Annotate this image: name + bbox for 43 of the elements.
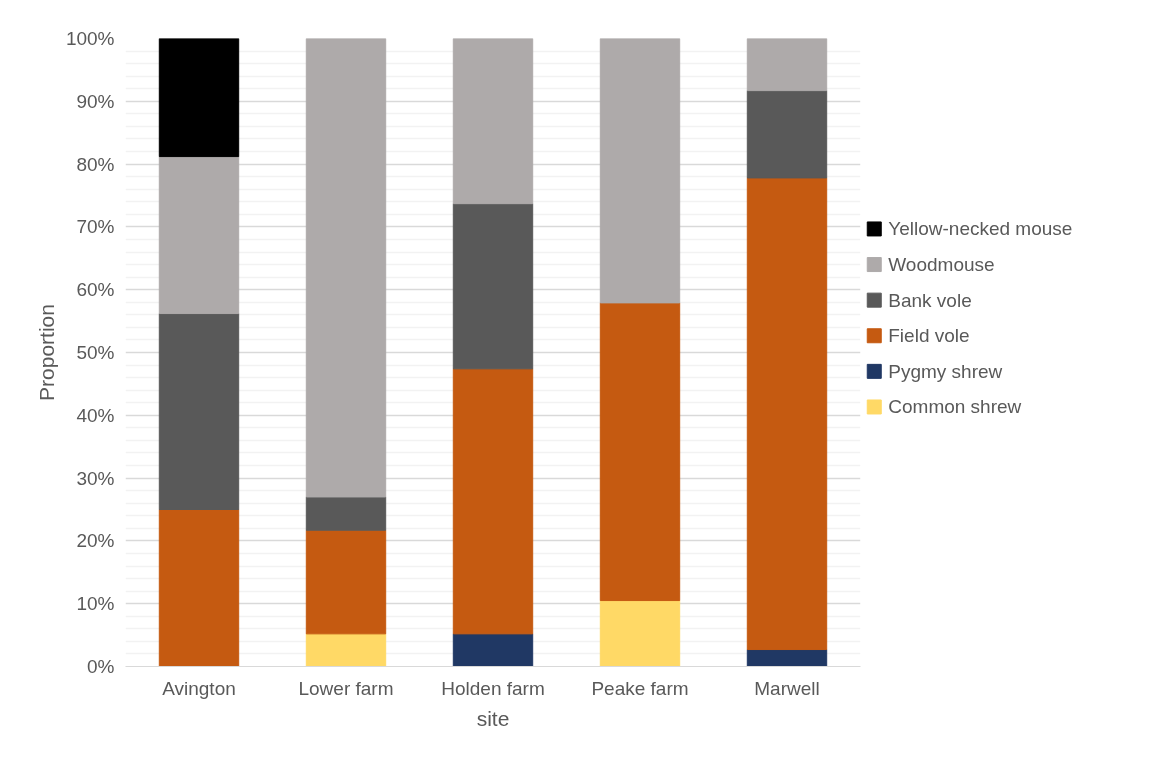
y-tick-label: 50% xyxy=(76,342,115,363)
x-tick-label: Avington xyxy=(162,677,236,699)
bar xyxy=(158,313,240,510)
bar xyxy=(305,496,387,531)
y-tick-label: 100% xyxy=(65,28,115,49)
bar xyxy=(158,38,240,158)
legend-label: Common shrew xyxy=(888,396,1022,418)
y-tick-label: 0% xyxy=(87,656,115,677)
legend-label: Field vole xyxy=(888,325,970,347)
bar xyxy=(452,368,534,635)
bar xyxy=(746,649,828,667)
bar xyxy=(452,633,534,667)
bar xyxy=(305,529,387,635)
bar xyxy=(746,177,828,651)
legend-label: Yellow-necked mouse xyxy=(888,218,1073,240)
bar xyxy=(746,38,828,92)
y-tick-label: 40% xyxy=(76,404,115,426)
bar xyxy=(305,38,387,498)
y-tick-label: 90% xyxy=(76,90,115,112)
bar xyxy=(158,509,240,667)
y-tick-label: 60% xyxy=(76,279,115,301)
legend-label: Pygmy shrew xyxy=(888,360,1003,382)
legend-label: Bank vole xyxy=(888,289,972,311)
x-tick-label: Lower farm xyxy=(298,677,394,699)
bar xyxy=(746,90,828,179)
y-tick-label: 70% xyxy=(76,216,115,238)
bar xyxy=(452,203,534,370)
y-axis-title: Proportion xyxy=(34,304,58,401)
x-tick-label: Holden farm xyxy=(441,677,545,699)
bar xyxy=(452,38,534,205)
x-tick-label: Marwell xyxy=(754,677,820,699)
bar xyxy=(599,600,681,667)
x-axis-title: site xyxy=(476,706,510,730)
y-tick-label: 80% xyxy=(76,153,115,175)
bar xyxy=(599,38,681,304)
bar xyxy=(158,156,240,315)
y-tick-label: 20% xyxy=(76,530,115,552)
legend-label: Woodmouse xyxy=(888,254,995,276)
x-tick-label: Peake farm xyxy=(591,677,689,699)
bar xyxy=(305,633,387,667)
y-tick-label: 30% xyxy=(76,467,115,489)
bar xyxy=(599,302,681,602)
y-tick-label: 10% xyxy=(76,593,115,615)
